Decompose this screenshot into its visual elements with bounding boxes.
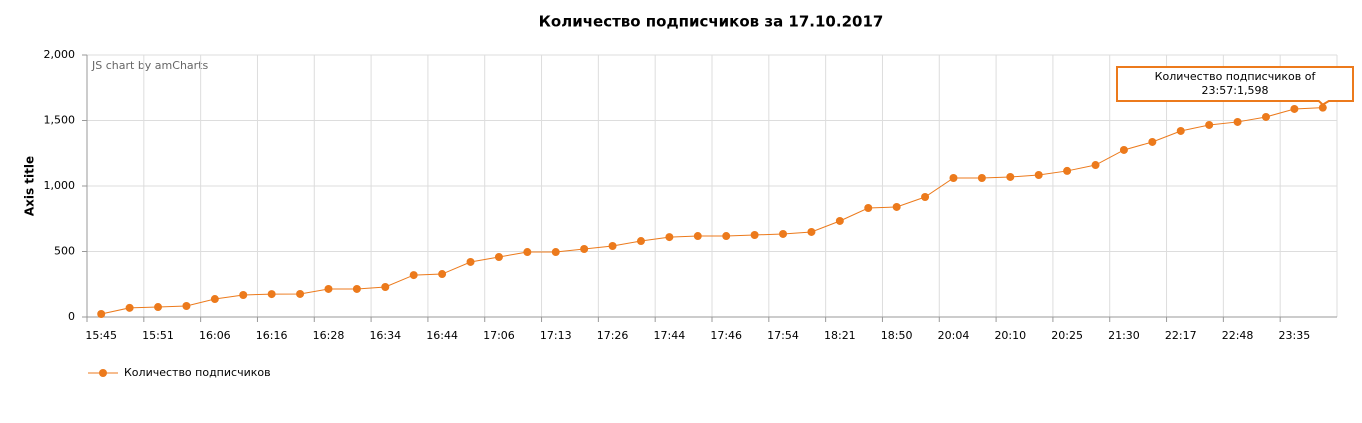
x-tick-label: 16:16 <box>256 329 288 342</box>
data-point <box>1034 170 1043 179</box>
data-point <box>494 253 503 262</box>
y-tick-label: 500 <box>54 245 75 258</box>
data-point <box>1233 117 1242 126</box>
data-point <box>977 174 986 183</box>
data-point <box>154 303 163 312</box>
x-tick-label: 17:54 <box>767 329 799 342</box>
tooltip-text: 23:57:1,598 <box>1202 84 1269 97</box>
data-point <box>1006 172 1015 181</box>
x-tick-label: 21:30 <box>1108 329 1140 342</box>
data-point <box>1205 120 1214 129</box>
data-point <box>409 271 418 280</box>
data-point <box>722 232 731 241</box>
data-point <box>296 289 305 298</box>
data-point <box>466 257 475 266</box>
data-point <box>665 233 674 242</box>
data-point <box>608 241 617 250</box>
x-tick-label: 16:34 <box>369 329 401 342</box>
y-tick-label: 0 <box>68 310 75 323</box>
x-tick-label: 16:44 <box>426 329 458 342</box>
data-point <box>949 174 958 183</box>
x-tick-label: 17:06 <box>483 329 515 342</box>
x-tick-label: 22:17 <box>1165 329 1197 342</box>
x-tick-label: 18:50 <box>881 329 913 342</box>
data-point <box>921 193 930 202</box>
data-point <box>1091 161 1100 170</box>
x-tick-label: 16:06 <box>199 329 231 342</box>
x-tick-label: 20:04 <box>938 329 970 342</box>
x-tick-label: 15:45 <box>85 329 117 342</box>
x-tick-label: 17:13 <box>540 329 572 342</box>
data-point <box>523 248 532 257</box>
data-point <box>779 229 788 238</box>
data-point <box>1148 137 1157 146</box>
data-point <box>864 204 873 213</box>
data-point <box>580 245 589 254</box>
data-point <box>239 290 248 299</box>
data-point <box>1318 103 1327 112</box>
data-point <box>438 270 447 279</box>
data-point <box>1063 166 1072 175</box>
data-point <box>750 230 759 239</box>
x-tick-label: 23:35 <box>1279 329 1311 342</box>
chart-title: Количество подписчиков за 17.10.2017 <box>539 13 884 31</box>
data-point <box>1261 112 1270 121</box>
x-tick-label: 17:46 <box>710 329 742 342</box>
series-line <box>101 107 1323 315</box>
data-point <box>636 237 645 246</box>
legend-marker <box>99 369 107 377</box>
tooltip-text: Количество подписчиков of <box>1155 70 1317 83</box>
data-point <box>352 284 361 293</box>
x-tick-label: 18:21 <box>824 329 856 342</box>
x-tick-label: 20:25 <box>1051 329 1083 342</box>
data-point <box>182 301 191 310</box>
legend-label: Количество подписчиков <box>124 366 271 379</box>
y-tick-label: 1,500 <box>44 114 76 127</box>
data-point <box>1176 126 1185 135</box>
data-point <box>551 248 560 257</box>
x-tick-label: 20:10 <box>994 329 1026 342</box>
data-point <box>807 227 816 236</box>
x-tick-label: 15:51 <box>142 329 174 342</box>
y-axis-title: Axis title <box>23 156 37 216</box>
data-point <box>1290 104 1299 113</box>
data-point <box>210 295 219 304</box>
data-point <box>97 309 106 318</box>
x-tick-label: 16:28 <box>313 329 345 342</box>
y-tick-label: 1,000 <box>44 179 76 192</box>
x-tick-label: 17:26 <box>597 329 629 342</box>
x-tick-label: 22:48 <box>1222 329 1254 342</box>
credit: JS chart by amCharts <box>91 59 208 72</box>
data-point <box>693 232 702 241</box>
data-point <box>324 284 333 293</box>
data-point <box>267 290 276 299</box>
data-point <box>892 202 901 211</box>
data-point <box>125 303 134 312</box>
tooltip-box <box>1116 66 1354 106</box>
y-tick-label: 2,000 <box>44 48 76 61</box>
data-point <box>835 216 844 225</box>
data-point <box>381 283 390 292</box>
data-point <box>1119 145 1128 154</box>
x-tick-label: 17:44 <box>654 329 686 342</box>
